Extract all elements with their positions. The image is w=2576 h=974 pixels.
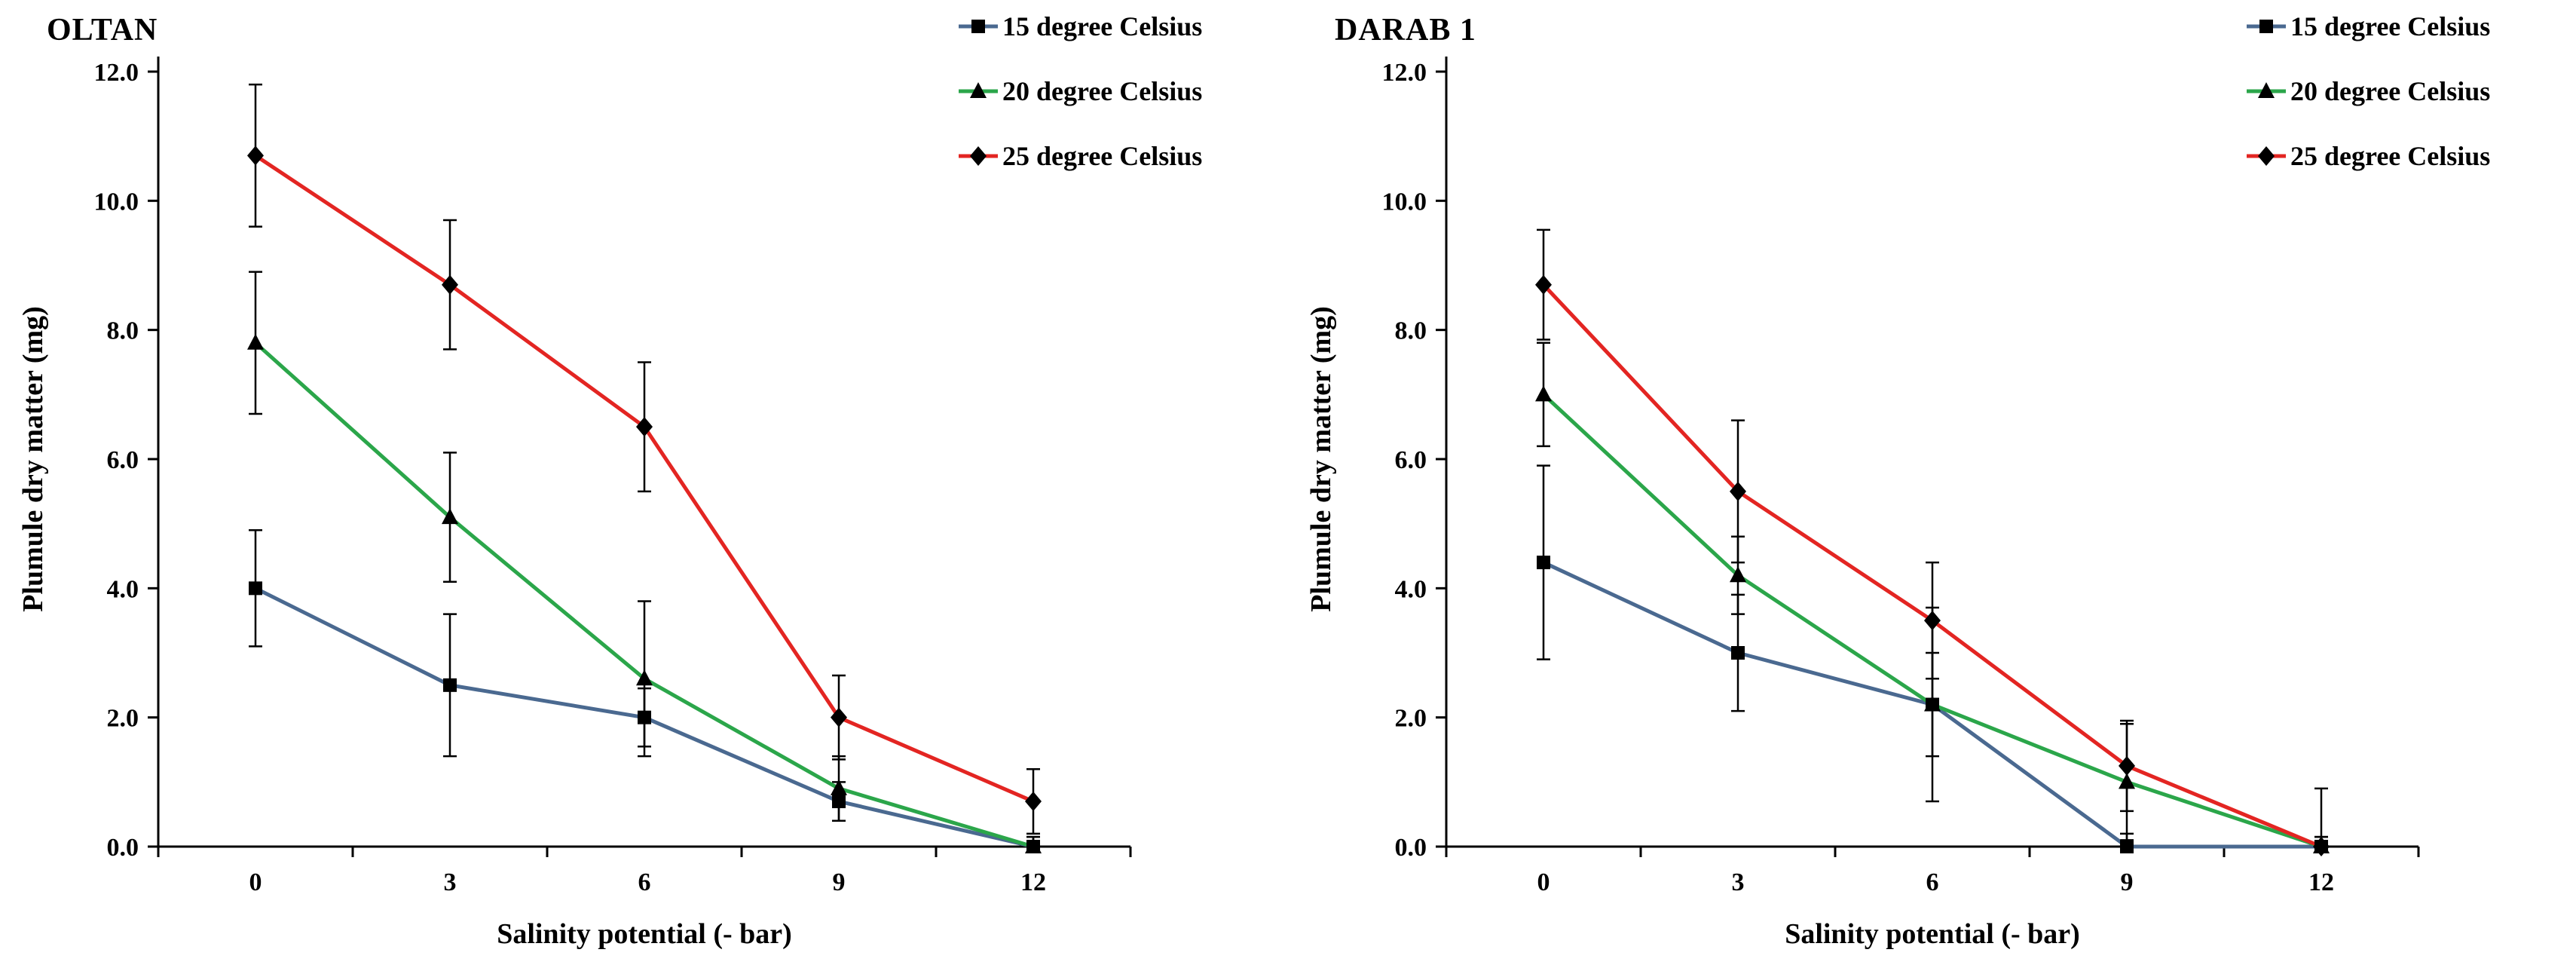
marker-diamond bbox=[831, 707, 847, 727]
legend-label: 25 degree Celsius bbox=[1002, 141, 1203, 171]
chart-darab1: 0.0 2.0 4.0 6.0 8.0 10.0 12.0 0 3 6 9 12 Salinity po… bbox=[1288, 0, 2576, 974]
legend-entry: 15 degree Celsius bbox=[2247, 11, 2490, 42]
marker-triangle bbox=[247, 333, 264, 350]
marker-triangle bbox=[970, 82, 987, 98]
y-tick-label: 6.0 bbox=[107, 446, 139, 474]
y-tick-label: 12.0 bbox=[1382, 59, 1427, 87]
legend-marker-square bbox=[2247, 20, 2286, 33]
marker-diamond bbox=[247, 145, 264, 166]
legend-entry: 25 degree Celsius bbox=[2247, 140, 2490, 172]
marker-square bbox=[443, 678, 457, 692]
marker-triangle bbox=[442, 508, 458, 525]
y-tick-label: 8.0 bbox=[107, 317, 139, 345]
y-tick-label: 2.0 bbox=[107, 705, 139, 733]
marker-triangle bbox=[1924, 695, 1941, 712]
legend-marker-triangle bbox=[2247, 82, 2286, 98]
legend-label: 20 degree Celsius bbox=[2290, 76, 2491, 106]
marker-diamond bbox=[970, 146, 987, 166]
marker-square bbox=[2120, 840, 2134, 853]
legend-darab1: 15 degree Celsius 20 degree Celsius 25 deg… bbox=[2247, 11, 2490, 172]
x-tick-label: 12 bbox=[1020, 868, 1046, 896]
x-tick-label: 9 bbox=[2121, 868, 2134, 896]
y-tick-label: 2.0 bbox=[1395, 705, 1427, 733]
legend-entry: 20 degree Celsius bbox=[2247, 75, 2490, 107]
marker-square bbox=[971, 20, 985, 33]
legend-entry: 20 degree Celsius bbox=[959, 75, 1202, 107]
chart-title-oltan: OLTAN bbox=[47, 13, 158, 47]
chart-title-darab1: DARAB 1 bbox=[1335, 13, 1476, 47]
marker-diamond bbox=[442, 274, 458, 295]
marker-diamond bbox=[1730, 481, 1746, 501]
marker-diamond bbox=[636, 417, 653, 437]
marker-triangle bbox=[2119, 773, 2135, 789]
legend-marker-diamond bbox=[959, 146, 998, 166]
x-tick-label: 9 bbox=[833, 868, 846, 896]
y-axis-title: Plumule dry matter (mg) bbox=[1305, 306, 1337, 612]
legend-label: 25 degree Celsius bbox=[2290, 141, 2491, 171]
legend-marker-triangle bbox=[959, 82, 998, 98]
marker-triangle bbox=[1535, 385, 1552, 402]
y-tick-label: 0.0 bbox=[107, 834, 139, 862]
y-tick-label: 12.0 bbox=[94, 59, 139, 87]
marker-square bbox=[2259, 20, 2273, 33]
plot-svg-oltan: 0.0 2.0 4.0 6.0 8.0 10.0 12.0 0 3 6 9 12 Salinity po… bbox=[17, 57, 1132, 950]
legend-label: 15 degree Celsius bbox=[2290, 11, 2491, 41]
x-tick-label: 6 bbox=[638, 868, 651, 896]
legend-marker-diamond bbox=[2247, 146, 2286, 166]
y-tick-label: 10.0 bbox=[1382, 188, 1427, 216]
marker-diamond bbox=[2119, 755, 2135, 776]
legend-oltan: 15 degree Celsius 20 degree Celsius 25 deg… bbox=[959, 11, 1202, 172]
legend-label: 15 degree Celsius bbox=[1002, 11, 1203, 41]
y-tick-label: 4.0 bbox=[1395, 575, 1427, 603]
marker-diamond bbox=[1924, 611, 1941, 631]
marker-diamond bbox=[1535, 274, 1552, 295]
marker-triangle bbox=[831, 779, 847, 795]
x-axis-title: Salinity potential (- bar) bbox=[497, 918, 792, 950]
marker-square bbox=[1731, 646, 1745, 660]
marker-diamond bbox=[2313, 837, 2330, 856]
y-tick-label: 0.0 bbox=[1395, 834, 1427, 862]
x-tick-label: 3 bbox=[444, 868, 457, 896]
y-tick-label: 8.0 bbox=[1395, 317, 1427, 345]
plot-svg-darab1: 0.0 2.0 4.0 6.0 8.0 10.0 12.0 0 3 6 9 12 Salinity po… bbox=[1305, 57, 2420, 950]
legend-entry: 25 degree Celsius bbox=[959, 140, 1202, 172]
legend-label: 20 degree Celsius bbox=[1002, 76, 1203, 106]
marker-triangle bbox=[2258, 82, 2275, 98]
marker-triangle bbox=[1730, 566, 1746, 583]
x-tick-label: 6 bbox=[1926, 868, 1939, 896]
marker-diamond bbox=[2258, 146, 2275, 166]
marker-square bbox=[832, 795, 846, 809]
marker-triangle bbox=[636, 669, 653, 686]
marker-triangle bbox=[1025, 838, 1042, 853]
y-tick-label: 4.0 bbox=[107, 575, 139, 603]
y-tick-label: 6.0 bbox=[1395, 446, 1427, 474]
chart-oltan: 0.0 2.0 4.0 6.0 8.0 10.0 12.0 0 3 6 9 12 Salinity po… bbox=[17, 11, 1202, 950]
y-axis-title: Plumule dry matter (mg) bbox=[17, 306, 49, 612]
marker-square bbox=[249, 581, 262, 596]
x-tick-label: 12 bbox=[2308, 868, 2334, 896]
x-tick-label: 0 bbox=[1537, 868, 1550, 896]
marker-diamond bbox=[1025, 792, 1042, 812]
x-tick-label: 3 bbox=[1732, 868, 1745, 896]
marker-square bbox=[638, 710, 651, 724]
y-tick-label: 10.0 bbox=[94, 188, 139, 216]
legend-entry: 15 degree Celsius bbox=[959, 11, 1202, 42]
marker-square bbox=[1537, 556, 1550, 570]
x-axis-title: Salinity potential (- bar) bbox=[1785, 918, 2080, 950]
legend-marker-square bbox=[959, 20, 998, 33]
x-tick-label: 0 bbox=[249, 868, 262, 896]
